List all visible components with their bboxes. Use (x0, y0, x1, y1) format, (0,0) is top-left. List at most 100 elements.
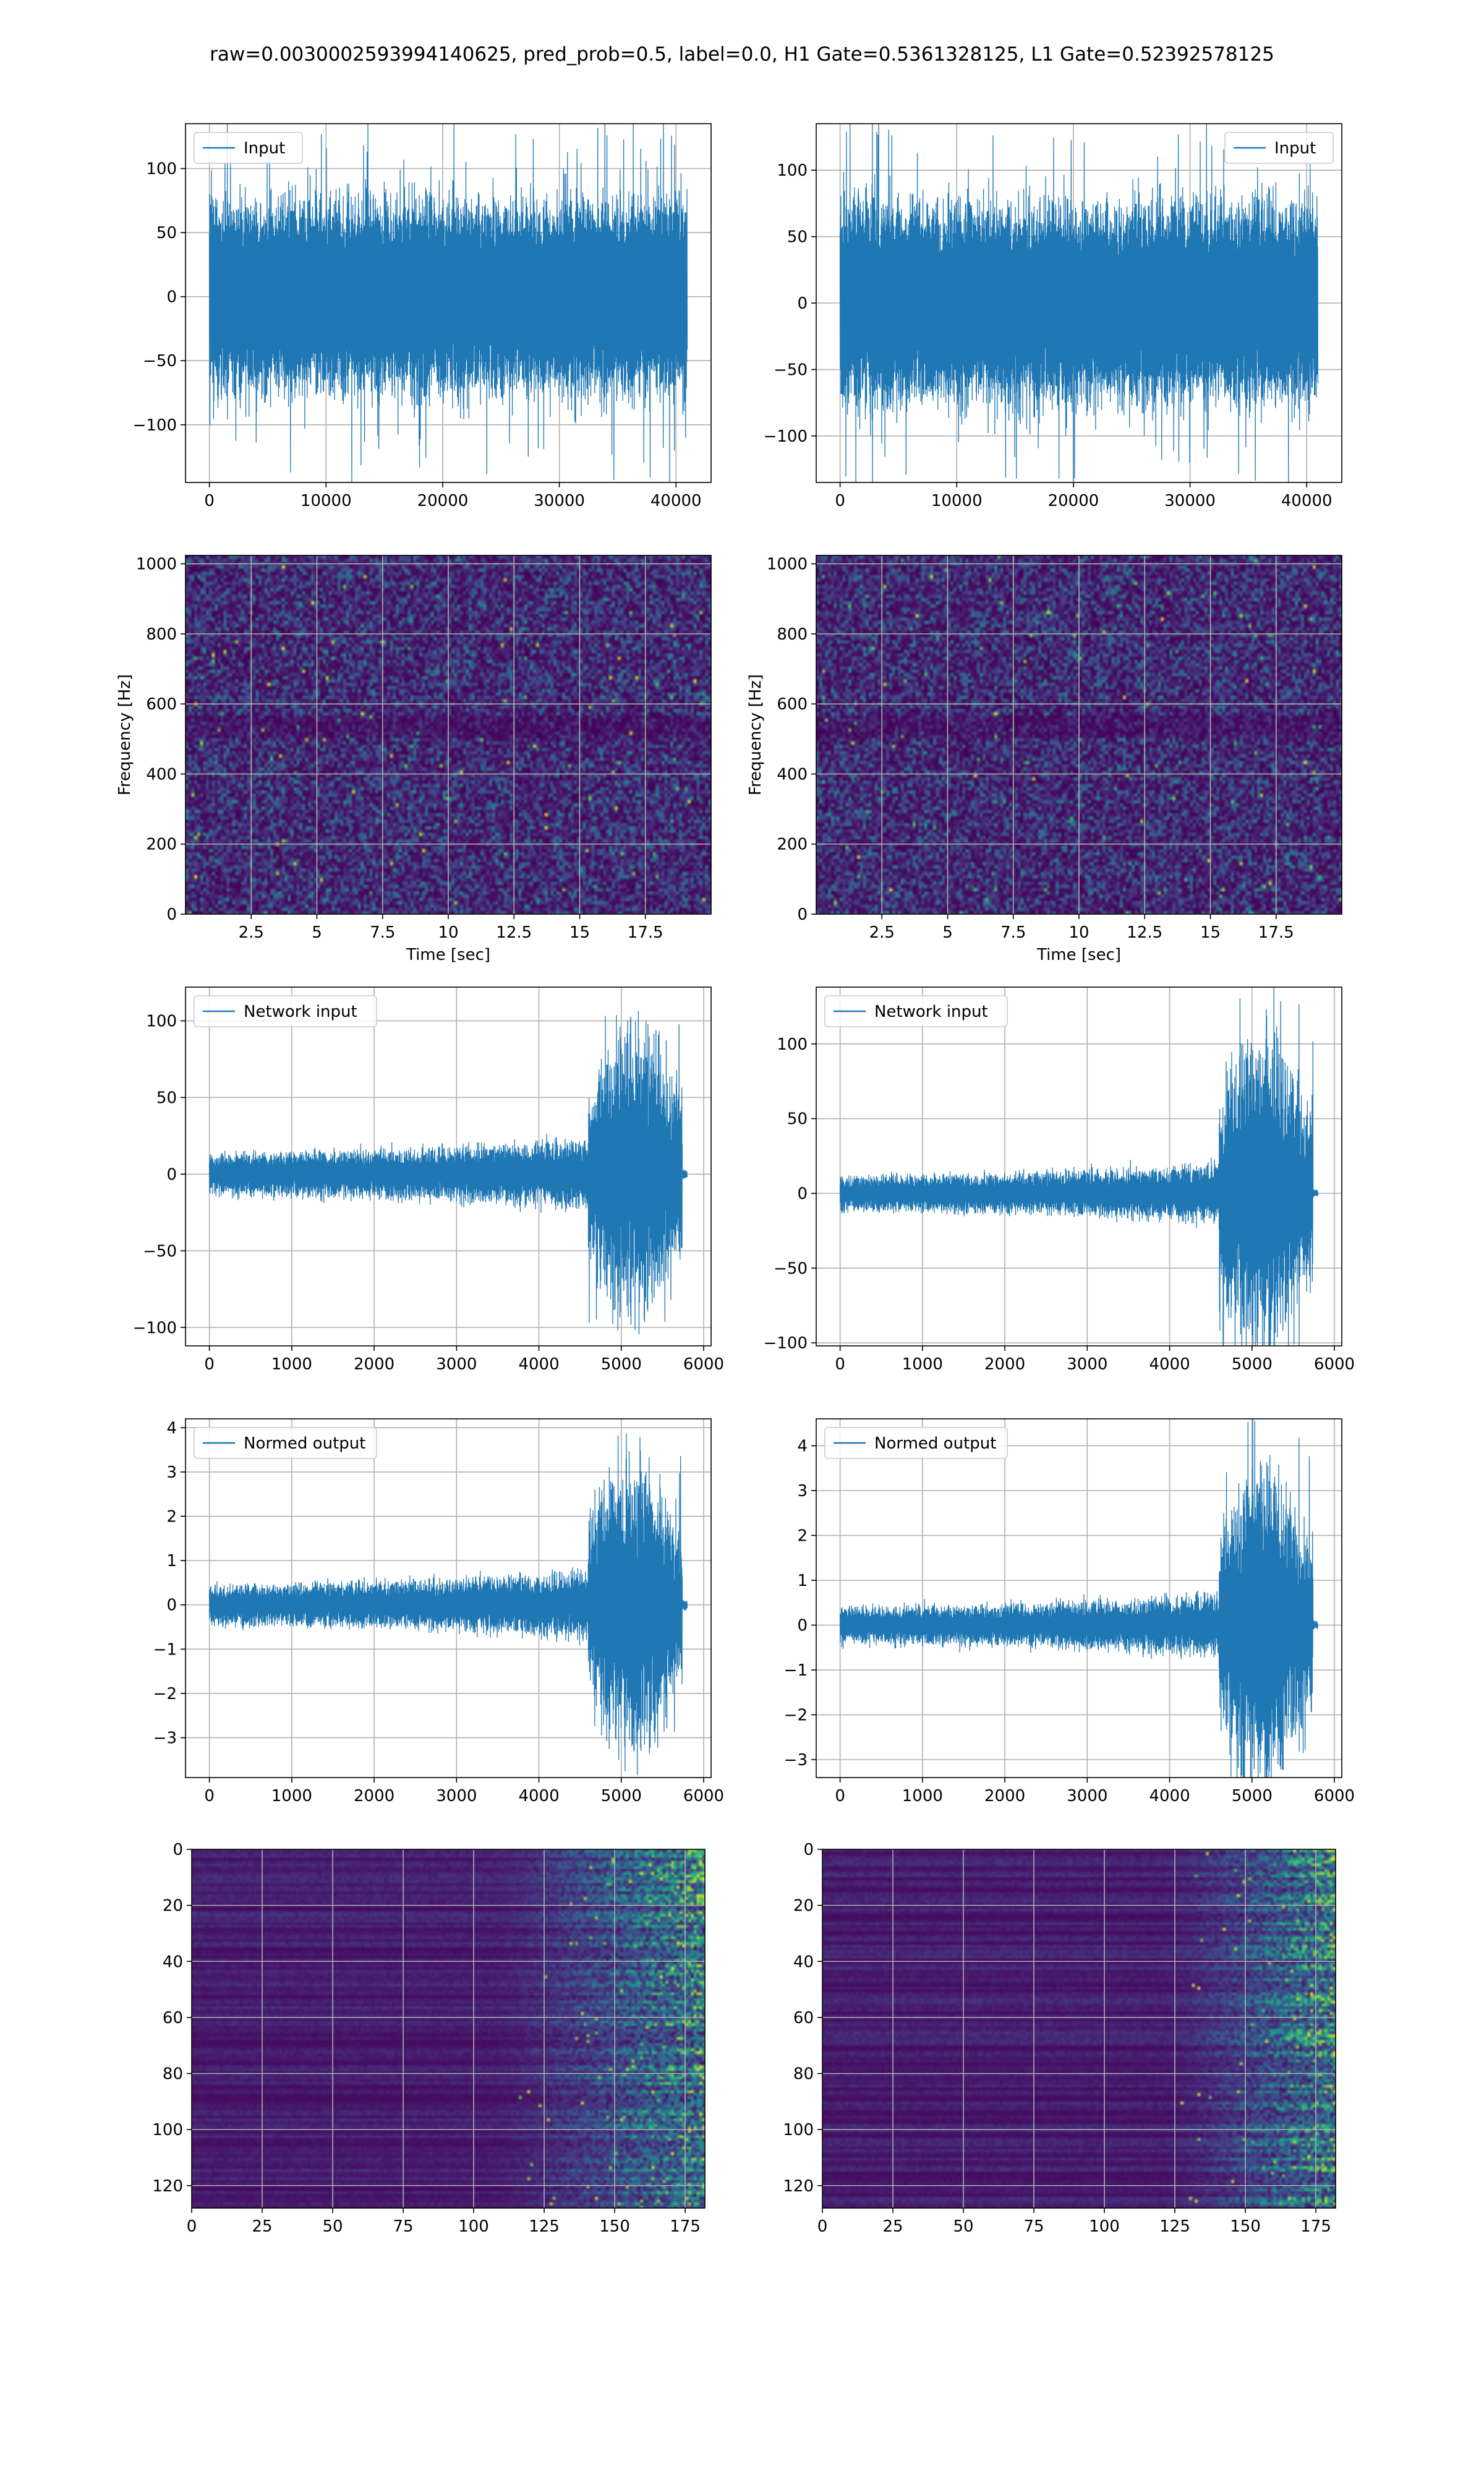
y-tick-label: −100 (133, 416, 177, 435)
y-tick-label: 0 (797, 905, 808, 924)
y-tick-label: 120 (152, 2177, 183, 2196)
feature-map-image (822, 1849, 1336, 2208)
feature-map-h1-panel: 0 25 50 75 100 125 150 175 0 20 40 60 80 100 120 (152, 1841, 706, 2236)
x-tick-label: 5000 (1232, 1787, 1273, 1805)
normed-output-h1-plot: 0 1000 2000 3000 4000 5000 6000 −3 −2 −1 0 1 2 3 4 Norm… (153, 1418, 724, 1805)
feature-map-l1-frame (822, 1849, 1336, 2209)
x-tick-label: 30000 (1164, 492, 1216, 510)
x-tick-label: 4000 (518, 1787, 559, 1805)
y-tick-label: 1000 (767, 555, 808, 574)
y-tick-label: −1 (153, 1640, 177, 1659)
y-tick-label: 80 (163, 2065, 183, 2084)
network-input-l1-panel: 0 1000 2000 3000 4000 5000 6000 −100 −50 0 50 100 Ne… (764, 987, 1355, 1374)
y-tick-label: 2 (166, 1508, 177, 1526)
series-line (208, 1011, 688, 1335)
x-tick-label: 2000 (354, 1355, 394, 1374)
legend-label: Input (244, 139, 285, 158)
x-tick-label: 17.5 (628, 923, 663, 942)
x-tick-label: 125 (529, 2217, 560, 2236)
normed-output-h1-panel: 0 1000 2000 3000 4000 5000 6000 −3 −2 −1 0 1 2 3 4 Norm… (153, 1418, 724, 1805)
y-axis-label: Frequency [Hz] (116, 674, 134, 795)
spectrogram-l1-panel: 2.5 5 7.5 10 12.5 15 17.5 0 200 400 600 800 1000 Time… (746, 555, 1342, 964)
y-tick-label: 0 (797, 294, 808, 313)
x-tick-label: 3000 (436, 1355, 477, 1374)
y-tick-label: 100 (146, 1012, 177, 1031)
y-tick-label: 0 (166, 905, 177, 924)
feature-map-l1-panel: 0 25 50 75 100 125 150 175 0 20 40 60 80 100 120 (783, 1841, 1336, 2236)
feature-map-l1-plot: 0 25 50 75 100 125 150 175 0 20 40 60 80 100 120 (783, 1841, 1336, 2236)
x-tick-label: 6000 (1314, 1787, 1355, 1805)
x-tick-label: 5000 (601, 1787, 642, 1805)
y-tick-label: 100 (777, 161, 808, 180)
y-axis-label: Frequency [Hz] (746, 674, 765, 795)
series-line (839, 1418, 1319, 1778)
input-l1-panel: 0 10000 20000 30000 40000 −100 −50 0 50 100 Input (764, 123, 1342, 510)
feature-map-h1-frame (191, 1849, 706, 2209)
x-tick-label: 4000 (1149, 1355, 1190, 1374)
network-input-h1-frame (185, 987, 712, 1346)
y-tick-label: 20 (793, 1897, 814, 1915)
x-tick-label: 17.5 (1258, 923, 1294, 942)
x-tick-label: 40000 (650, 492, 702, 510)
x-tick-label: 6000 (683, 1787, 724, 1805)
y-tick-label: −3 (153, 1729, 177, 1748)
x-tick-label: 1000 (902, 1787, 943, 1805)
y-tick-label: 4 (797, 1437, 808, 1456)
x-tick-label: 50 (953, 2217, 973, 2236)
legend: Network input (824, 995, 1008, 1027)
x-tick-label: 10 (438, 923, 458, 942)
series-line (208, 1433, 688, 1776)
spectrogram-h1-panel: 2.5 5 7.5 10 12.5 15 17.5 0 200 400 600 800 1000 Time… (116, 555, 712, 964)
x-tick-label: 3000 (1067, 1355, 1107, 1374)
x-axis-label: Time [sec] (1036, 946, 1121, 964)
x-tick-label: 40000 (1281, 492, 1333, 510)
y-tick-label: 0 (166, 1165, 177, 1184)
y-tick-label: −100 (764, 1334, 808, 1353)
legend: Normed output (194, 1427, 377, 1459)
x-tick-label: 6000 (683, 1355, 724, 1374)
spectrogram-l1-plot: 2.5 5 7.5 10 12.5 15 17.5 0 200 400 600 800 1000 Time… (746, 555, 1342, 964)
x-tick-label: 20000 (417, 492, 469, 510)
y-tick-label: 0 (797, 1617, 808, 1635)
x-tick-label: 4000 (518, 1355, 559, 1374)
spectrogram-h1-plot: 2.5 5 7.5 10 12.5 15 17.5 0 200 400 600 800 1000 Time… (116, 555, 712, 964)
y-tick-label: −100 (764, 427, 808, 446)
x-tick-label: 2000 (354, 1787, 394, 1805)
y-tick-label: 400 (777, 765, 808, 784)
input-l1-plot: 0 10000 20000 30000 40000 −100 −50 0 50 100 Input (764, 123, 1342, 510)
x-tick-label: 3000 (1067, 1787, 1107, 1805)
y-tick-label: 60 (793, 2009, 814, 2027)
y-tick-label: 4 (166, 1419, 177, 1437)
legend: Network input (194, 995, 377, 1027)
feature-map-image (192, 1849, 705, 2208)
x-tick-label: 12.5 (1127, 923, 1162, 942)
y-tick-label: 0 (803, 1841, 814, 1859)
x-tick-label: 7.5 (1000, 923, 1026, 942)
grid-lines (191, 1849, 705, 2208)
y-tick-label: −2 (153, 1685, 177, 1703)
x-tick-label: 5 (942, 923, 953, 942)
legend: Normed output (824, 1427, 1008, 1459)
x-tick-label: 10000 (931, 492, 983, 510)
x-tick-label: 25 (882, 2217, 903, 2236)
y-tick-label: 600 (146, 695, 177, 714)
x-tick-label: 0 (204, 492, 215, 510)
x-tick-label: 10 (1068, 923, 1089, 942)
x-tick-label: 10000 (301, 492, 352, 510)
network-input-l1-plot: 0 1000 2000 3000 4000 5000 6000 −100 −50 0 50 100 Ne… (764, 987, 1355, 1374)
x-tick-label: 15 (569, 923, 590, 942)
y-tick-label: 100 (783, 2121, 814, 2139)
x-tick-label: 100 (1089, 2217, 1120, 2236)
y-tick-label: 120 (783, 2177, 814, 2196)
x-tick-label: 1000 (902, 1355, 943, 1374)
x-tick-label: 5000 (601, 1355, 642, 1374)
x-tick-label: 75 (1023, 2217, 1044, 2236)
y-tick-label: 0 (166, 288, 177, 307)
y-tick-label: −1 (784, 1661, 808, 1680)
legend: Input (194, 132, 303, 164)
x-tick-label: 3000 (436, 1787, 477, 1805)
x-tick-label: 2.5 (869, 923, 895, 942)
x-tick-label: 20000 (1048, 492, 1099, 510)
y-tick-label: 50 (156, 1089, 177, 1107)
y-tick-label: 600 (777, 695, 808, 714)
